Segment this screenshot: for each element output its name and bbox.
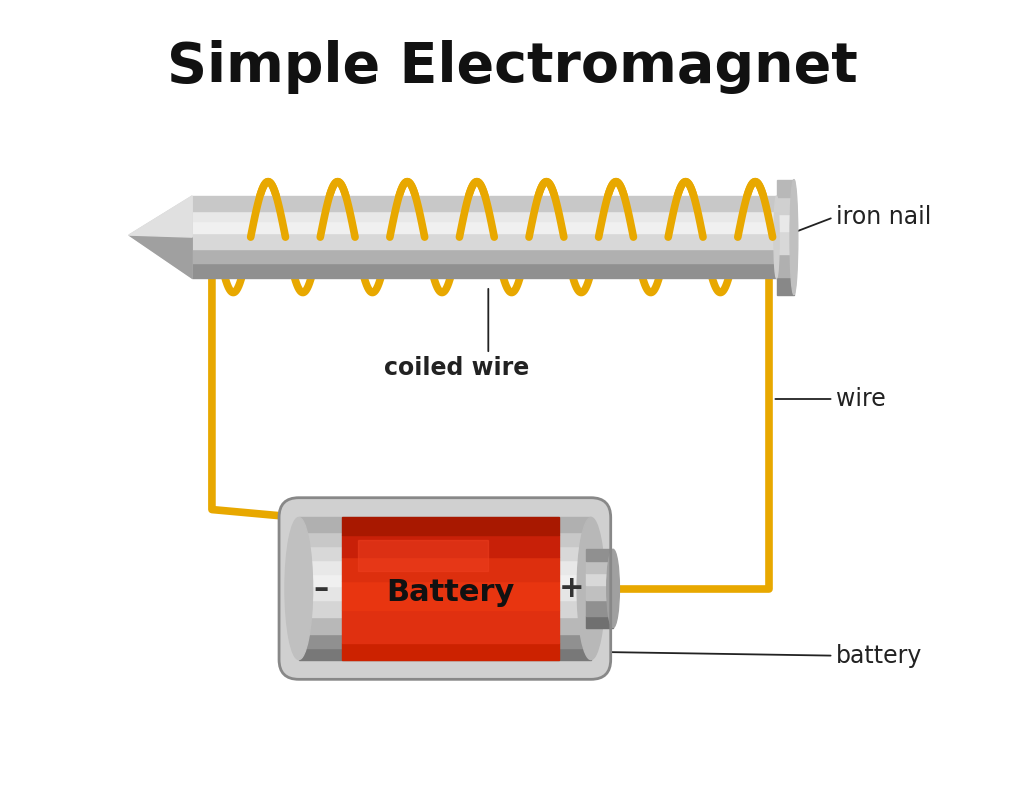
Bar: [342, 557, 559, 582]
Bar: [299, 531, 591, 546]
Bar: [586, 550, 613, 561]
Bar: [299, 517, 591, 531]
Bar: [776, 255, 794, 278]
Polygon shape: [129, 235, 193, 279]
Bar: [299, 575, 591, 586]
Bar: [299, 617, 591, 634]
Bar: [299, 560, 591, 575]
Bar: [776, 180, 794, 197]
Bar: [342, 642, 559, 660]
Bar: [776, 197, 794, 214]
Bar: [776, 214, 794, 231]
Bar: [193, 221, 776, 233]
Bar: [342, 610, 559, 642]
Bar: [299, 600, 591, 617]
Polygon shape: [129, 196, 193, 237]
Bar: [586, 573, 613, 585]
Ellipse shape: [578, 517, 605, 660]
Text: Simple Electromagnet: Simple Electromagnet: [167, 40, 857, 93]
Bar: [358, 540, 488, 571]
Bar: [586, 585, 613, 600]
Bar: [342, 517, 559, 535]
Bar: [586, 616, 613, 627]
Text: iron nail: iron nail: [836, 205, 931, 229]
Text: wire: wire: [836, 387, 886, 411]
Bar: [776, 278, 794, 294]
Bar: [193, 196, 776, 211]
Polygon shape: [129, 196, 193, 279]
Bar: [299, 648, 591, 660]
Bar: [193, 233, 776, 250]
Bar: [342, 535, 559, 557]
Ellipse shape: [285, 517, 312, 660]
Text: Battery: Battery: [387, 578, 515, 607]
Bar: [342, 582, 559, 610]
Text: –: –: [313, 574, 329, 603]
Bar: [586, 561, 613, 573]
Text: battery: battery: [836, 644, 923, 668]
Ellipse shape: [774, 196, 779, 279]
Bar: [776, 231, 794, 255]
Bar: [193, 250, 776, 263]
Bar: [299, 546, 591, 560]
Bar: [193, 211, 776, 221]
Bar: [299, 586, 591, 600]
Bar: [193, 263, 776, 279]
FancyBboxPatch shape: [280, 498, 610, 679]
Text: coiled wire: coiled wire: [384, 356, 529, 380]
Ellipse shape: [607, 550, 620, 627]
Bar: [299, 634, 591, 648]
Bar: [586, 600, 613, 616]
Text: +: +: [558, 574, 584, 603]
Ellipse shape: [790, 180, 798, 294]
